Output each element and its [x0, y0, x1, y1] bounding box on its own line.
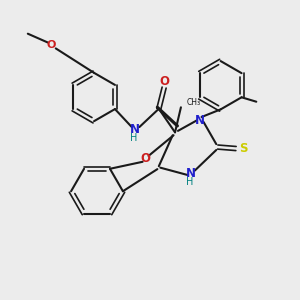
- Text: S: S: [239, 142, 248, 155]
- Text: CH₃: CH₃: [186, 98, 200, 107]
- Text: H: H: [186, 177, 194, 187]
- Text: N: N: [195, 114, 205, 127]
- Text: O: O: [141, 152, 151, 165]
- Text: O: O: [160, 75, 170, 88]
- Text: N: N: [186, 167, 196, 180]
- Text: N: N: [130, 123, 140, 136]
- Text: H: H: [130, 133, 137, 142]
- Text: O: O: [47, 40, 56, 50]
